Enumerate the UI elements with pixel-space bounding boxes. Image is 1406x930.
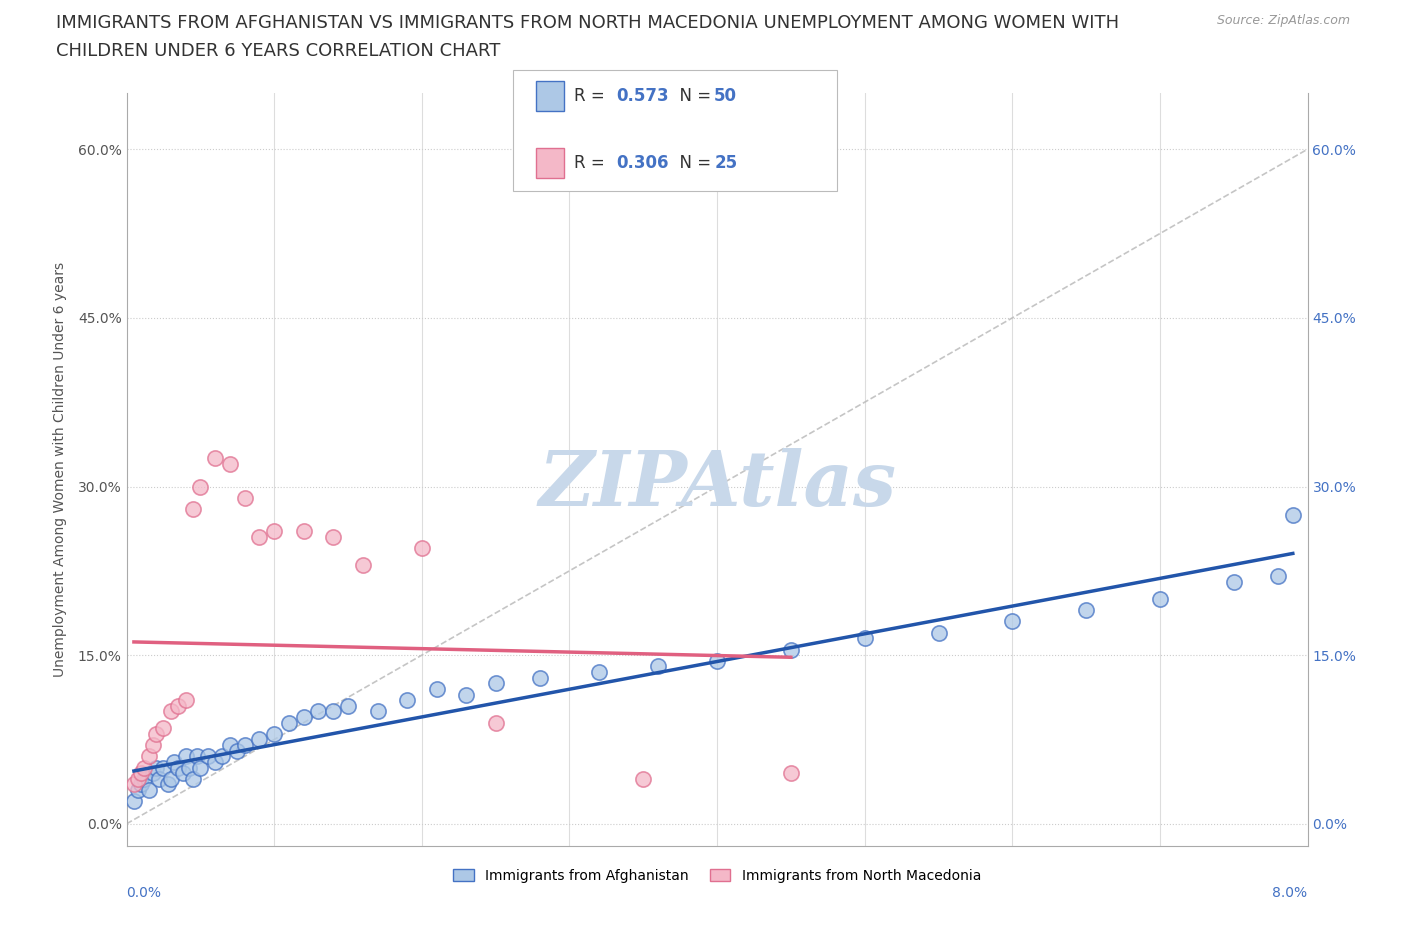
Point — [177, 760, 200, 775]
Point — [396, 693, 419, 708]
Y-axis label: Unemployment Among Women with Children Under 6 years: Unemployment Among Women with Children U… — [52, 262, 66, 677]
Point — [633, 771, 655, 786]
Point — [211, 749, 233, 764]
Point — [322, 530, 344, 545]
Point — [129, 777, 153, 792]
Text: 8.0%: 8.0% — [1272, 885, 1308, 899]
Point — [163, 754, 186, 769]
Text: IMMIGRANTS FROM AFGHANISTAN VS IMMIGRANTS FROM NORTH MACEDONIA UNEMPLOYMENT AMON: IMMIGRANTS FROM AFGHANISTAN VS IMMIGRANT… — [56, 14, 1119, 32]
Point — [1282, 507, 1305, 522]
Text: 0.0%: 0.0% — [127, 885, 162, 899]
Point — [152, 721, 174, 736]
Point — [152, 760, 174, 775]
Point — [226, 743, 249, 758]
Point — [366, 704, 388, 719]
Point — [138, 749, 160, 764]
Point — [122, 794, 145, 809]
Point — [352, 558, 374, 573]
Point — [156, 777, 179, 792]
Point — [160, 771, 183, 786]
Point — [706, 654, 728, 669]
Point — [181, 771, 204, 786]
Point — [278, 715, 301, 730]
Point — [233, 490, 256, 505]
Point — [129, 765, 153, 780]
Text: R =: R = — [574, 86, 610, 105]
Point — [204, 754, 226, 769]
Point — [148, 771, 170, 786]
Text: CHILDREN UNDER 6 YEARS CORRELATION CHART: CHILDREN UNDER 6 YEARS CORRELATION CHART — [56, 42, 501, 60]
Point — [780, 765, 803, 780]
Point — [142, 737, 165, 752]
Point — [308, 704, 330, 719]
Text: 25: 25 — [714, 153, 737, 172]
Point — [219, 737, 242, 752]
Point — [142, 765, 165, 780]
Point — [322, 704, 344, 719]
Point — [588, 665, 610, 680]
Point — [204, 451, 226, 466]
Text: N =: N = — [669, 153, 717, 172]
Point — [174, 693, 197, 708]
Text: ZIPAtlas: ZIPAtlas — [538, 447, 896, 522]
Point — [1001, 614, 1024, 629]
Point — [145, 760, 167, 775]
Point — [186, 749, 208, 764]
Point — [138, 783, 160, 798]
Point — [134, 771, 156, 786]
Point — [249, 732, 271, 747]
Point — [853, 631, 876, 645]
Point — [181, 501, 204, 516]
Point — [780, 642, 803, 657]
Point — [1076, 603, 1098, 618]
Point — [337, 698, 360, 713]
Point — [292, 710, 315, 724]
Point — [145, 726, 167, 741]
Text: 0.573: 0.573 — [616, 86, 668, 105]
Text: R =: R = — [574, 153, 610, 172]
Point — [197, 749, 219, 764]
Point — [484, 715, 508, 730]
Point — [529, 671, 551, 685]
Text: 50: 50 — [714, 86, 737, 105]
Point — [233, 737, 256, 752]
Point — [172, 765, 194, 780]
Point — [134, 760, 156, 775]
Point — [122, 777, 145, 792]
Point — [1149, 591, 1171, 606]
Point — [647, 659, 669, 674]
Point — [484, 676, 508, 691]
Point — [1267, 569, 1289, 584]
Point — [188, 479, 212, 494]
Point — [127, 783, 149, 798]
Point — [127, 771, 149, 786]
Point — [263, 726, 285, 741]
Point — [167, 698, 190, 713]
Point — [174, 749, 197, 764]
Text: 0.306: 0.306 — [616, 153, 668, 172]
Point — [411, 541, 433, 556]
Point — [928, 625, 950, 640]
Point — [219, 457, 242, 472]
Point — [167, 760, 190, 775]
Point — [426, 682, 449, 697]
Point — [249, 530, 271, 545]
Legend: Immigrants from Afghanistan, Immigrants from North Macedonia: Immigrants from Afghanistan, Immigrants … — [447, 863, 987, 888]
Point — [292, 524, 315, 538]
Point — [263, 524, 285, 538]
Point — [1223, 575, 1246, 590]
Point — [160, 704, 183, 719]
Point — [188, 760, 212, 775]
Point — [456, 687, 478, 702]
Text: Source: ZipAtlas.com: Source: ZipAtlas.com — [1216, 14, 1350, 27]
Text: N =: N = — [669, 86, 717, 105]
